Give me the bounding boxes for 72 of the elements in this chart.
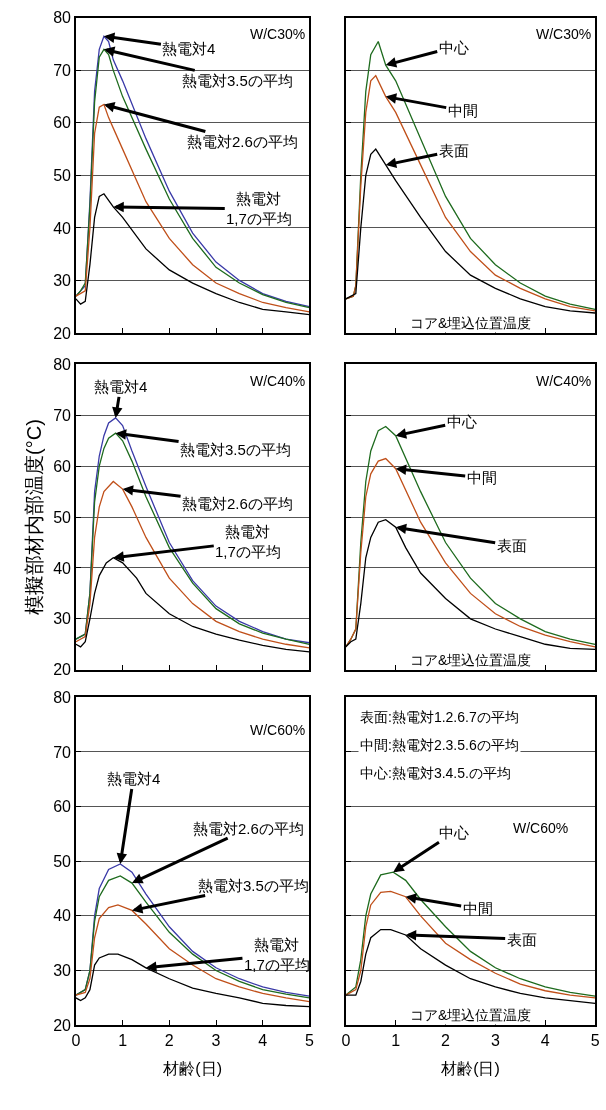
annotation: W/C40%	[250, 373, 306, 389]
y-tick-label: 60	[53, 457, 72, 475]
x-tick-label: 3	[211, 1032, 221, 1050]
annotation: コア&埋込位置温度	[410, 1007, 532, 1023]
y-tick-label: 60	[53, 114, 72, 132]
x-tick-label: 2	[441, 1032, 451, 1050]
line-series	[75, 103, 310, 313]
annotation: 中心	[447, 413, 477, 430]
annotation: 熱電対3.5の平均	[182, 72, 293, 89]
annotation: 中間	[463, 900, 493, 917]
annotation: 熱電対3.5の平均	[180, 441, 291, 458]
annotation: 中心	[439, 824, 469, 841]
x-axis-title: 材齢(日)	[440, 1060, 500, 1078]
y-tick-label: 50	[53, 508, 72, 526]
line-series	[75, 480, 310, 649]
annotation: 中間	[448, 102, 478, 119]
annotation: 熱電対 1,7の平均	[226, 190, 292, 227]
x-tick-label: 1	[391, 1032, 401, 1050]
y-tick-label: 30	[53, 610, 72, 628]
y-tick-label: 80	[53, 9, 72, 27]
y-tick-label: 20	[53, 324, 72, 342]
y-tick-label: 50	[53, 852, 72, 870]
annotation: コア&埋込位置温度	[410, 652, 532, 668]
y-tick-label: 70	[53, 61, 72, 79]
annotation: 表面	[439, 142, 469, 159]
x-tick-label: 5	[590, 1032, 600, 1050]
annotation: 表面	[507, 931, 537, 948]
x-axis-title: 材齢(日)	[162, 1060, 222, 1078]
annotation: W/C60%	[250, 722, 306, 738]
y-tick-label: 30	[53, 962, 72, 980]
annotation: コア&埋込位置温度	[410, 315, 532, 331]
y-tick-label: 40	[53, 907, 72, 925]
y-tick-label: 50	[53, 167, 72, 184]
annotation: 熱電対 1,7の平均	[244, 936, 310, 973]
y-tick-label: 40	[53, 219, 72, 237]
annotation: 中心:熱電対3.4.5.の平均	[360, 765, 511, 781]
y-tick-label: 80	[53, 688, 72, 706]
x-tick-label: 4	[258, 1032, 268, 1050]
x-tick-label: 2	[164, 1032, 174, 1050]
x-tick-label: 5	[304, 1032, 314, 1050]
annotation: 表面:熱電対1.2.6.7の平均	[360, 709, 519, 725]
annotation: 表面	[497, 537, 527, 554]
annotation: W/C60%	[513, 820, 569, 836]
annotation: 熱電対 1,7の平均	[215, 523, 281, 560]
x-tick-label: 1	[118, 1032, 128, 1050]
y-tick-label: 20	[53, 661, 72, 679]
annotation: 熱電対4	[94, 378, 148, 395]
annotation: 熱電対2.6の平均	[182, 495, 293, 512]
x-tick-label: 0	[71, 1032, 81, 1050]
annotation: 熱電対2.6の平均	[187, 133, 298, 150]
y-tick-label: 20	[53, 1016, 72, 1034]
y-tick-label: 40	[53, 559, 72, 577]
y-tick-label: 70	[53, 743, 72, 761]
y-tick-label: 30	[53, 272, 72, 290]
annotation: 熱電対2.6の平均	[193, 820, 304, 837]
annotation: W/C30%	[250, 26, 306, 42]
annotation: 中間:熱電対2.3.5.6の平均	[360, 737, 519, 753]
line-series	[75, 904, 310, 1003]
annotation: 熱電対4	[107, 770, 161, 787]
y-tick-label: 70	[53, 406, 72, 424]
x-tick-label: 4	[540, 1032, 550, 1050]
annotation: W/C40%	[536, 373, 592, 389]
annotation: 中心	[439, 39, 469, 56]
x-tick-label: 3	[490, 1032, 500, 1050]
annotation: 熱電対4	[162, 40, 216, 57]
y-axis-title: 模擬部材内部温度(°C)	[23, 419, 46, 615]
annotation: 熱電対3.5の平均	[198, 877, 309, 894]
x-tick-label: 0	[341, 1032, 351, 1050]
annotation: 中間	[467, 469, 497, 486]
y-tick-label: 60	[53, 798, 72, 816]
y-tick-label: 80	[53, 356, 72, 374]
annotation: W/C30%	[536, 26, 592, 42]
